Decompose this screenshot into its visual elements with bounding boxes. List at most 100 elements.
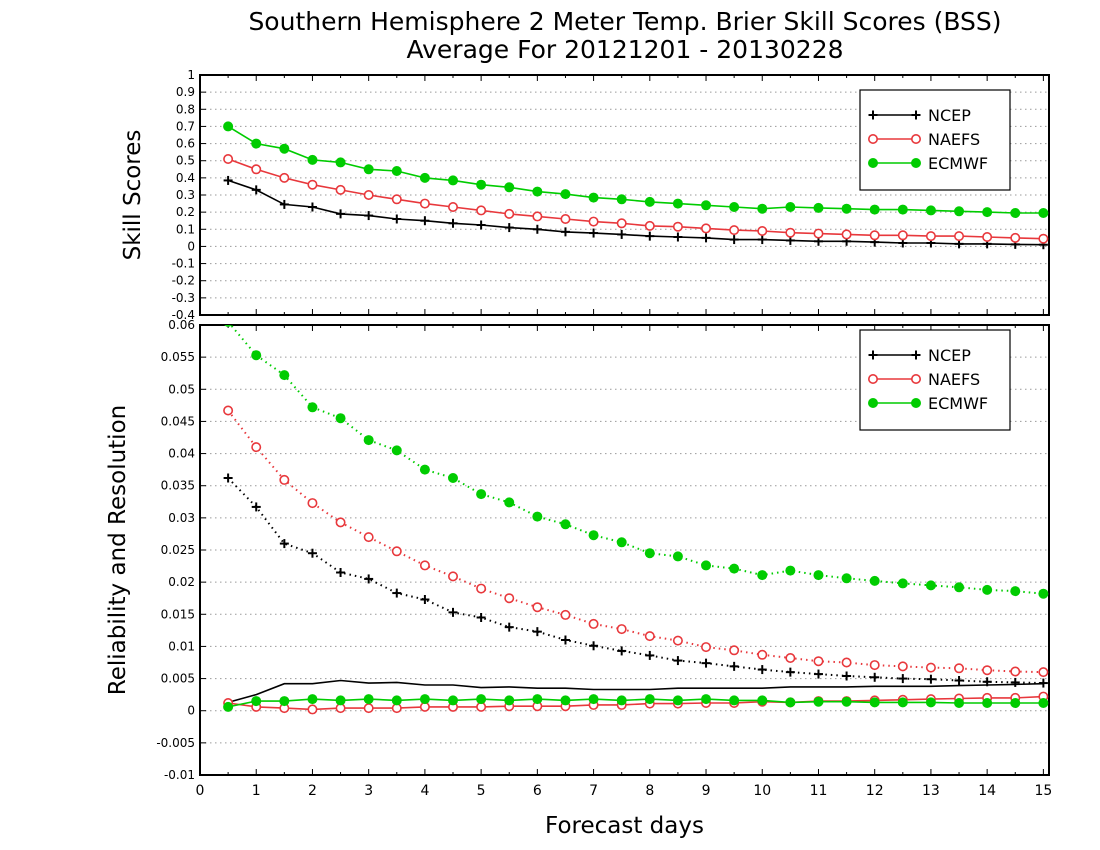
y-tick-label: 0.4 [176,171,195,185]
point-ecmwf-dotted [279,370,290,381]
y-tick-label: 0.1 [176,222,195,236]
legend-marker-ecmwf [868,398,878,408]
legend-marker-ncep [911,350,921,360]
point-ecmwf-solid [307,154,318,165]
point-ncep-dotted [645,650,655,660]
point-naefs-dotted [757,649,768,660]
x-tick-label: 11 [810,783,828,799]
series-line-ncep-solid [227,179,1044,246]
x-tick-label: 8 [645,783,654,799]
point-ecmwf-dotted [419,464,430,475]
point-ecmwf-dotted [869,575,880,586]
point-ecmwf-dotted [363,435,374,446]
point-naefs-dotted [729,645,740,656]
point-naefs-dotted [307,498,318,509]
point-naefs-dotted [279,474,290,485]
y-tick-label: 0.005 [161,672,195,686]
y-tick-label: 0.06 [168,318,195,332]
point-ncep-dotted [336,568,346,577]
point-ncep-solid [307,202,317,212]
plot-frame [199,74,1050,316]
point-ecmwf-dotted [954,582,965,593]
point-ncep-dotted [392,588,402,598]
point-naefs-dotted [419,560,430,571]
point-ecmwf-solid [532,186,543,197]
point-ecmwf-solid [419,172,430,183]
y-tick-label: 0.01 [168,639,195,653]
point-ncep-dotted [926,674,936,684]
point-naefs-solid [279,172,290,183]
point-naefs-dotted [672,635,683,646]
point-ecmwf-solid [363,694,374,705]
point-ecmwf-solid [1010,208,1021,218]
point-ncep-dotted [279,539,289,549]
x-axis-label: Forecast days [545,813,704,839]
point-ncep-solid [504,223,514,233]
y-tick-label: 0.055 [161,350,195,364]
point-ecmwf-dotted [476,489,487,500]
point-ecmwf-solid [335,695,346,706]
y-tick-label: 0.03 [168,511,195,525]
reliability-resolution-panel: -0.01 -0.005 0 0.005 0.01 0.015 0.02 0.025 0.03 0… [105,318,1052,839]
point-ecmwf-solid [982,698,993,708]
point-ecmwf-solid [504,182,515,193]
x-tick-label: 15 [1034,783,1052,799]
point-ecmwf-solid [279,143,290,154]
point-naefs-dotted [504,593,515,604]
point-naefs-solid [1038,233,1049,244]
point-ecmwf-dotted [672,551,683,562]
point-naefs-dotted [954,663,965,674]
point-ecmwf-solid [560,695,571,706]
point-naefs-solid [532,211,543,222]
point-ecmwf-solid [251,138,262,149]
point-ncep-dotted [617,646,627,656]
series-line-naefs-dotted [227,409,1044,674]
point-ncep-dotted [476,613,486,622]
point-naefs-dotted [925,662,936,673]
x-tick-label: 13 [922,783,940,799]
point-naefs-dotted [1010,666,1021,677]
point-naefs-solid [251,164,262,175]
point-naefs-dotted [448,571,459,582]
point-ecmwf-dotted [729,563,740,574]
point-ecmwf-dotted [701,560,712,571]
point-ecmwf-solid [757,203,768,214]
point-naefs-dotted [251,442,262,453]
point-naefs-solid [954,231,965,242]
point-naefs-solid [476,205,487,216]
point-ncep-solid [279,199,289,209]
point-naefs-solid [504,208,515,219]
point-ecmwf-dotted [335,413,346,424]
x-tick-label: 2 [308,783,317,799]
point-ncep-dotted [701,658,711,668]
point-ecmwf-solid [391,695,402,706]
point-ecmwf-solid [588,192,599,203]
point-ecmwf-dotted [616,537,627,548]
point-ecmwf-solid [701,694,712,705]
series-line-ncep-solid [227,679,1044,704]
point-ecmwf-solid [672,695,683,706]
point-ecmwf-solid [448,695,459,706]
point-ncep-solid [448,218,458,228]
y-tick-label: 0.5 [176,154,195,168]
point-ecmwf-dotted [925,580,936,591]
y-tick-label: 0.035 [161,479,195,493]
point-naefs-dotted [644,631,655,642]
y-tick-label: -0.3 [172,291,195,305]
point-naefs-solid [982,232,993,243]
legend-marker-ecmwf [911,158,921,168]
legend-box [859,89,1011,191]
y-tick-label: 0.6 [176,137,195,151]
y-tick-label: 0.015 [161,607,195,621]
point-ecmwf-solid [785,202,796,212]
point-ecmwf-solid [982,207,993,218]
point-ncep-dotted [532,627,542,637]
point-ecmwf-dotted [897,578,908,589]
point-ecmwf-solid [616,194,627,205]
point-naefs-dotted [869,660,880,671]
x-tick-label: 6 [533,783,542,799]
point-ecmwf-solid [644,196,655,207]
point-ecmwf-solid [954,698,965,708]
y-tick-label: 1 [187,68,195,82]
